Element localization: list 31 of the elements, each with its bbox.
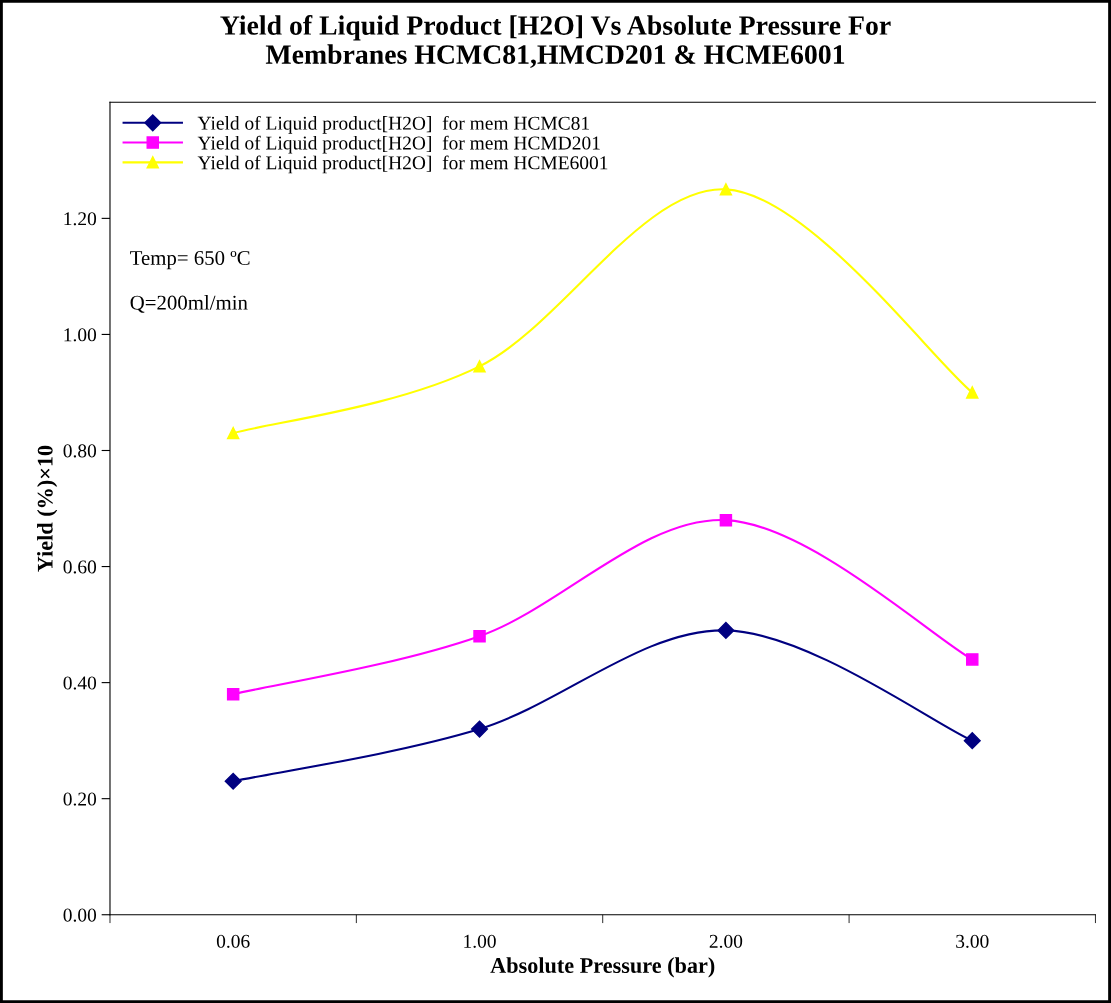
point (473, 360, 486, 373)
legend-label: Yield of Liquid product[H2O] for mem HCMD201 (197, 135, 600, 154)
point (470, 720, 489, 738)
point (719, 183, 733, 196)
annotation: Temp= 650 ºC (130, 250, 250, 270)
x-tick-label: 0.06 (216, 934, 250, 948)
legend-label: Yield of Liquid product[H2O] for mem HCMC81 (197, 115, 589, 134)
y-tick-label: 1.20 (64, 212, 97, 226)
point (719, 513, 733, 527)
point (966, 386, 979, 399)
chart-title: Yield of Liquid Product [H2O] Vs Absolute Pressure For Membranes HCMC81,HMCD201 & HCME6001 (220, 15, 891, 68)
y-tick-label: 0.60 (63, 560, 97, 574)
point (473, 629, 486, 643)
point (717, 621, 735, 639)
y-tick-label: 0.20 (63, 792, 97, 806)
x-tick-label: 1.00 (464, 934, 496, 948)
y-axis-title: Yield (%)×10 (37, 445, 58, 572)
annotation: Q=200ml/min (130, 295, 248, 313)
x-tick-label: 2.00 (709, 934, 743, 948)
legend-label: Yield of Liquid product[H2O] for mem HCME6001 (197, 155, 608, 174)
point (226, 687, 240, 701)
y-tick-label: 0.00 (63, 908, 97, 922)
x-tick-label: 3.00 (956, 934, 989, 948)
point (966, 653, 979, 666)
y-tick-label: 0.40 (63, 676, 97, 690)
y-tick-label: 0.80 (63, 444, 97, 458)
point (224, 772, 242, 790)
y-tick-label: 1.00 (64, 328, 97, 342)
x-axis-title: Absolute Pressure (bar) (490, 957, 715, 978)
point (963, 732, 981, 750)
point (226, 426, 240, 440)
